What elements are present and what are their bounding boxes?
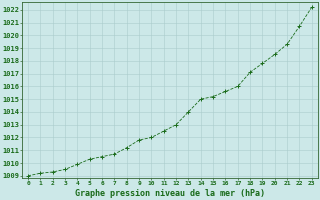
X-axis label: Graphe pression niveau de la mer (hPa): Graphe pression niveau de la mer (hPa) (75, 189, 265, 198)
